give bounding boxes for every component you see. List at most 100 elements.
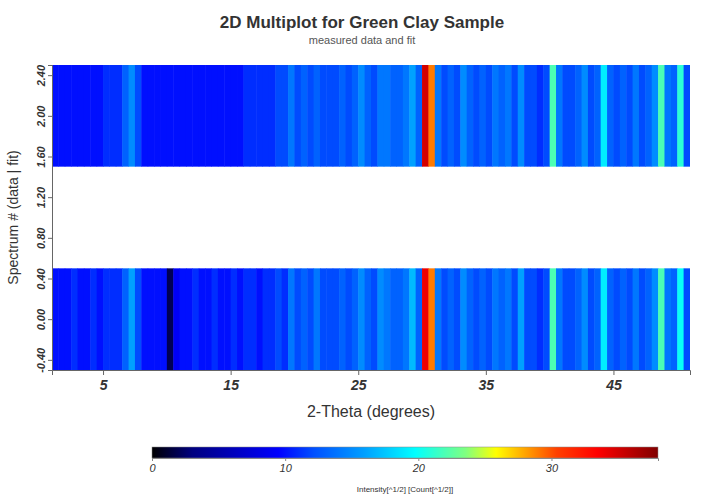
heatmap-cell (664, 65, 671, 167)
heatmap-cell (97, 65, 104, 167)
heatmap-cell (199, 65, 206, 167)
heatmap-cell (205, 65, 212, 167)
heatmap-cell (65, 65, 72, 167)
heatmap-cell (492, 65, 499, 167)
heatmap-cell (326, 268, 333, 370)
x-tick-mark (103, 370, 104, 375)
heatmap-cell (109, 65, 116, 167)
heatmap-cell (409, 65, 416, 167)
heatmap-cell (588, 268, 595, 370)
x-tick-mark (486, 370, 487, 375)
heatmap-cell (626, 65, 633, 167)
colorbar-axis: 0102030 (149, 458, 658, 474)
heatmap-cell (371, 65, 378, 167)
heatmap-cell (314, 268, 321, 370)
heatmap-cell (250, 65, 257, 167)
heatmap-cell (620, 65, 627, 167)
heatmap-cell (352, 65, 359, 167)
heatmap-row (52, 65, 690, 167)
heatmap-cell (103, 65, 110, 167)
heatmap-cell (473, 268, 480, 370)
y-tick: 2.00 (35, 105, 52, 128)
heatmap-cell (243, 268, 250, 370)
heatmap-cell (320, 268, 327, 370)
y-tick-label: 2.40 (35, 64, 47, 87)
y-tick-label: 2.00 (35, 105, 47, 128)
heatmap-cell (180, 65, 187, 167)
heatmap-cell (518, 268, 525, 370)
heatmap-cell (269, 65, 276, 167)
heatmap-cell (441, 268, 448, 370)
chart: 2D Multiplot for Green Clay Samplemeasur… (0, 0, 724, 498)
heatmap-cell (441, 65, 448, 167)
heatmap-cell (122, 268, 129, 370)
heatmap-cell (339, 268, 346, 370)
heatmap-cell (320, 65, 327, 167)
heatmap-cell (135, 65, 142, 167)
colorbar-tick-label: 20 (412, 462, 426, 474)
heatmap-cell (269, 268, 276, 370)
heatmap-cell (607, 268, 614, 370)
y-tick: -0.40 (35, 347, 52, 373)
heatmap-cell (365, 65, 372, 167)
heatmap-cell (160, 268, 167, 370)
heatmap-cell (282, 65, 289, 167)
plot-area (52, 65, 690, 370)
heatmap-cell (109, 268, 116, 370)
y-tick-label: 0.80 (35, 227, 47, 249)
heatmap-row (52, 268, 690, 370)
y-axis: -0.400.000.400.801.201.602.002.40 (35, 64, 53, 373)
y-tick: 0.40 (35, 267, 52, 289)
heatmap-cell (562, 268, 569, 370)
heatmap-cell (550, 268, 557, 370)
colorbar-tick: 0 (149, 458, 156, 474)
heatmap-cell (307, 268, 314, 370)
heatmap-cell (275, 268, 282, 370)
heatmap-cell (671, 65, 678, 167)
heatmap-cell (90, 268, 97, 370)
heatmap-cell (543, 268, 550, 370)
heatmap-cell (116, 65, 123, 167)
heatmap-cell (422, 268, 429, 370)
heatmap-cell (243, 65, 250, 167)
heatmap-cell (301, 268, 308, 370)
heatmap-cell (282, 268, 289, 370)
x-tick-label: 25 (350, 377, 367, 393)
heatmap-cell (129, 268, 136, 370)
colorbar-tick-label: 0 (149, 462, 156, 474)
heatmap-cell (224, 268, 231, 370)
heatmap-cell (307, 65, 314, 167)
heatmap-cell (403, 268, 410, 370)
heatmap-cell (314, 65, 321, 167)
heatmap-cell (154, 65, 161, 167)
heatmap-cell (531, 65, 538, 167)
heatmap-cell (256, 65, 263, 167)
heatmap-cell (428, 268, 435, 370)
heatmap-cell (224, 65, 231, 167)
heatmap-cell (492, 268, 499, 370)
heatmap-cell (333, 65, 340, 167)
heatmap-cell (384, 268, 391, 370)
heatmap-cell (173, 268, 180, 370)
heatmap-cell (384, 65, 391, 167)
y-tick-label: 0.00 (35, 308, 47, 330)
heatmap-cell (58, 268, 65, 370)
heatmap-cell (288, 268, 295, 370)
y-tick-mark (48, 116, 52, 117)
heatmap-cell (84, 65, 91, 167)
heatmap-cell (71, 268, 78, 370)
heatmap-cell (582, 268, 589, 370)
x-axis-line (53, 371, 691, 376)
heatmap-cell (78, 65, 85, 167)
y-tick-mark (48, 238, 52, 239)
x-axis: 515253545 (53, 370, 691, 393)
colorbar-axis-line (153, 459, 659, 462)
heatmap-cell (180, 268, 187, 370)
heatmap-cell (160, 65, 167, 167)
heatmap-cell (486, 65, 493, 167)
heatmap-cell (192, 65, 199, 167)
heatmap-cell (645, 268, 652, 370)
y-tick-mark (48, 157, 52, 158)
heatmap-cell (231, 268, 238, 370)
heatmap-cell (448, 65, 455, 167)
